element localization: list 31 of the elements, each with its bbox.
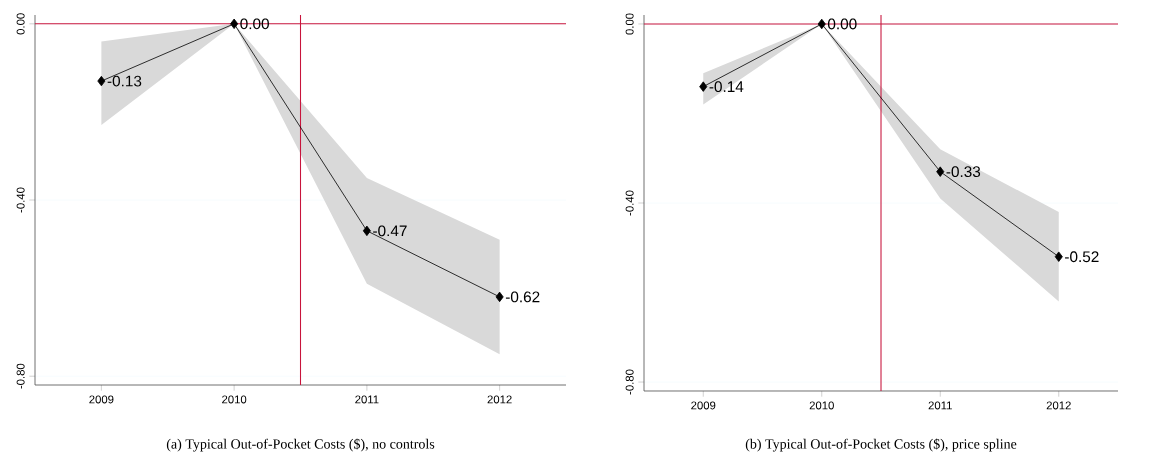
y-tick-label: -0.40: [16, 187, 25, 213]
x-tick-label: 2009: [89, 395, 114, 404]
point: [495, 291, 504, 303]
data-label: -0.14: [709, 81, 744, 93]
point: [1054, 251, 1063, 262]
x-tick-label: 2011: [355, 395, 379, 404]
data-label: -0.47: [373, 225, 407, 237]
point: [699, 81, 708, 92]
data-label: -0.13: [107, 75, 142, 87]
point: [362, 225, 371, 237]
y-tick-label: 0.00: [16, 13, 25, 35]
point: [936, 166, 945, 177]
point: [97, 75, 106, 87]
y-tick-label: -0.80: [16, 363, 25, 389]
x-tick-label: 2012: [1046, 401, 1071, 410]
x-tick-label: 2010: [222, 395, 247, 404]
data-label: -0.52: [1065, 251, 1099, 263]
text: (a) Typical Out-of-Pocket Costs ($), no controls: [166, 438, 435, 452]
point: [230, 18, 239, 30]
data-label: -0.33: [946, 166, 981, 178]
x-tick-label: 2011: [928, 401, 952, 410]
data-label: 0.00: [827, 18, 857, 30]
x-tick-label: 2010: [809, 401, 834, 410]
data-label: -0.62: [505, 291, 540, 303]
point: [817, 18, 826, 30]
y-tick-label: 0.00: [625, 13, 634, 35]
text: (b) Typical Out-of-Pocket Costs ($), price spline: [745, 438, 1017, 452]
x-tick-label: 2012: [487, 395, 512, 404]
x-tick-label: 2009: [691, 401, 716, 410]
y-tick-label: -0.80: [625, 369, 634, 395]
y-tick-label: -0.40: [625, 190, 634, 216]
